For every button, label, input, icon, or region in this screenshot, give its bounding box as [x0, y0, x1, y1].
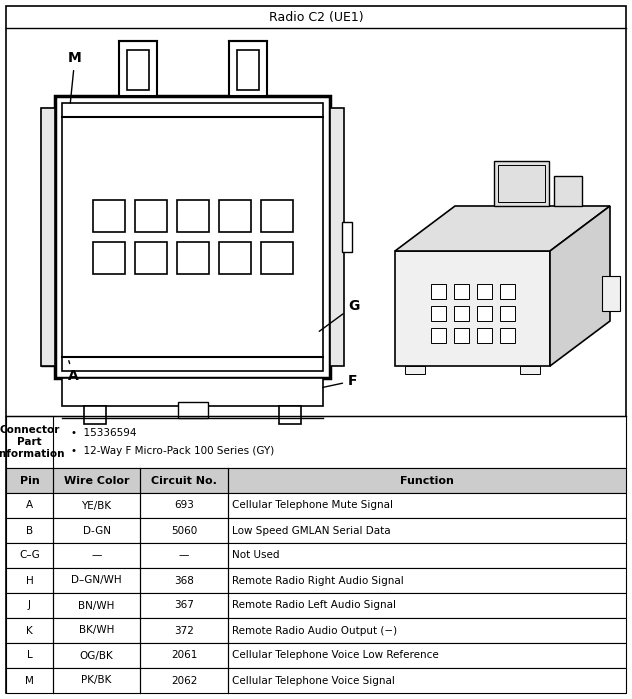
Text: Not Used: Not Used [232, 551, 279, 561]
Bar [178, 402, 207, 418]
Bar [499, 328, 514, 343]
Text: 367: 367 [174, 600, 194, 610]
Text: A: A [26, 500, 33, 510]
Bar [330, 108, 344, 366]
Polygon shape [550, 206, 610, 366]
Text: F: F [323, 374, 358, 388]
Bar [499, 306, 514, 321]
Bar [219, 200, 250, 232]
Text: Wire Color: Wire Color [64, 475, 130, 486]
Bar [477, 306, 492, 321]
Text: B: B [26, 526, 33, 535]
Bar [92, 242, 125, 274]
Text: D–GN/WH: D–GN/WH [71, 575, 122, 586]
Bar [127, 50, 149, 90]
Bar [219, 242, 250, 274]
Text: —: — [179, 551, 190, 561]
Bar [119, 41, 157, 96]
Text: Radio C2 (UE1): Radio C2 (UE1) [269, 10, 363, 24]
Bar [6, 493, 626, 518]
Bar [6, 416, 626, 468]
Text: M: M [25, 675, 34, 686]
Text: Cellular Telephone Voice Signal: Cellular Telephone Voice Signal [232, 675, 395, 686]
Text: G: G [319, 299, 360, 331]
Text: Remote Radio Left Audio Signal: Remote Radio Left Audio Signal [232, 600, 396, 610]
Text: BK/WH: BK/WH [79, 626, 114, 635]
Text: Remote Radio Audio Output (−): Remote Radio Audio Output (−) [232, 626, 397, 635]
Text: L: L [27, 651, 32, 661]
Bar [454, 306, 468, 321]
Bar [430, 328, 446, 343]
Bar [260, 200, 293, 232]
Bar [405, 366, 425, 374]
Bar [454, 284, 468, 299]
Bar [176, 242, 209, 274]
Text: Low Speed GMLAN Serial Data: Low Speed GMLAN Serial Data [232, 526, 391, 535]
Text: M: M [68, 51, 82, 103]
Bar [229, 41, 267, 96]
Text: Remote Radio Right Audio Signal: Remote Radio Right Audio Signal [232, 575, 404, 586]
Bar [62, 378, 323, 406]
Text: Cellular Telephone Mute Signal: Cellular Telephone Mute Signal [232, 500, 393, 510]
Bar [260, 242, 293, 274]
Bar [6, 468, 626, 493]
Bar [494, 161, 549, 206]
Bar [135, 242, 166, 274]
Text: •  12-Way F Micro-Pack 100 Series (GY): • 12-Way F Micro-Pack 100 Series (GY) [71, 447, 274, 456]
Text: YE/BK: YE/BK [82, 500, 112, 510]
Text: 693: 693 [174, 500, 194, 510]
Text: 2062: 2062 [171, 675, 197, 686]
Text: D-GN: D-GN [83, 526, 111, 535]
Bar [430, 284, 446, 299]
Bar [499, 284, 514, 299]
Text: 2061: 2061 [171, 651, 197, 661]
Bar [55, 96, 330, 378]
Text: Function: Function [400, 475, 454, 486]
Bar [395, 251, 550, 366]
Bar [498, 165, 545, 202]
Text: J: J [28, 600, 31, 610]
Text: OG/BK: OG/BK [80, 651, 113, 661]
Bar [6, 568, 626, 593]
Text: 368: 368 [174, 575, 194, 586]
Text: BN/WH: BN/WH [78, 600, 115, 610]
Text: Cellular Telephone Voice Low Reference: Cellular Telephone Voice Low Reference [232, 651, 439, 661]
Text: K: K [26, 626, 33, 635]
Polygon shape [395, 206, 610, 251]
Bar [477, 284, 492, 299]
Bar [84, 406, 106, 424]
Text: 5060: 5060 [171, 526, 197, 535]
Bar [279, 406, 301, 424]
Text: Connector Part Information: Connector Part Information [0, 426, 64, 459]
Bar [602, 276, 620, 311]
Bar [6, 668, 626, 693]
Bar [41, 108, 55, 366]
Text: A: A [68, 361, 79, 383]
Bar [6, 543, 626, 568]
Bar [6, 643, 626, 668]
Bar [554, 176, 581, 206]
Text: PK/BK: PK/BK [82, 675, 112, 686]
Text: C–G: C–G [19, 551, 40, 561]
Bar [92, 200, 125, 232]
Bar [41, 108, 55, 366]
Bar [6, 593, 626, 618]
Bar [6, 618, 626, 643]
Bar [342, 222, 352, 252]
Bar [135, 200, 166, 232]
Text: 372: 372 [174, 626, 194, 635]
Bar [237, 50, 259, 90]
Bar [430, 306, 446, 321]
Text: Pin: Pin [20, 475, 39, 486]
Text: Circuit No.: Circuit No. [151, 475, 217, 486]
Text: •  15336594: • 15336594 [71, 428, 137, 438]
Bar [6, 518, 626, 543]
Bar [62, 103, 323, 371]
Bar [520, 366, 540, 374]
Text: H: H [25, 575, 33, 586]
Bar [454, 328, 468, 343]
Text: —: — [92, 551, 102, 561]
Bar [176, 200, 209, 232]
Bar [477, 328, 492, 343]
